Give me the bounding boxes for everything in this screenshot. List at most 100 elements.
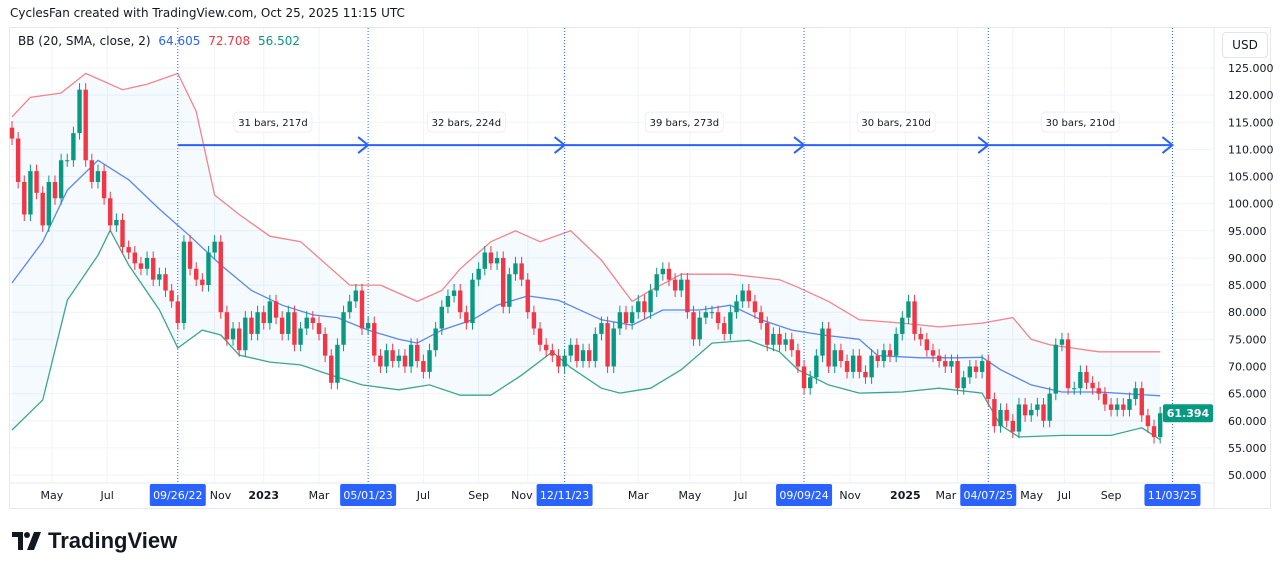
- price-tick-label: 85.000: [1228, 279, 1267, 292]
- time-tick-label: 2025: [890, 489, 921, 502]
- candle-down: [1145, 415, 1151, 427]
- brand-name: TradingView: [48, 528, 178, 553]
- price-tick-label: 90.000: [1228, 252, 1267, 265]
- price-tick-label: 110.000: [1228, 143, 1274, 156]
- bb-lower-value: 56.502: [258, 34, 301, 48]
- candle-down: [623, 312, 629, 324]
- candle-down: [801, 366, 807, 389]
- indicator-legend[interactable]: BB (20, SMA, close, 2) 64.605 72.708 56.…: [18, 34, 304, 48]
- price-tick-label: 75.000: [1228, 333, 1267, 346]
- time-tick-label: Jul: [100, 489, 114, 502]
- time-tick-label: Mar: [935, 489, 956, 502]
- candle-down: [722, 323, 727, 334]
- candle-up: [482, 252, 487, 269]
- time-tick-label: Sep: [1101, 489, 1122, 502]
- candle-up: [65, 160, 70, 162]
- candle-down: [22, 181, 27, 215]
- date-range-measures: 31 bars, 217d 32 bars, 224d 39 bars, 273d 3…: [177, 111, 1175, 154]
- candle-up: [507, 274, 512, 307]
- indicator-name: BB (20, SMA, close, 2): [18, 34, 151, 48]
- candle-up: [771, 333, 776, 345]
- date-marker-lines: [177, 28, 1173, 483]
- candle-up: [396, 355, 402, 362]
- candle-down: [986, 361, 991, 400]
- measure-label: 39 bars, 273d: [650, 118, 720, 129]
- measure-label-box: [426, 111, 506, 133]
- candle-down: [9, 127, 15, 139]
- date-marker-box: [1144, 484, 1201, 506]
- candle-up: [476, 268, 481, 280]
- candle-up: [869, 355, 874, 378]
- candle-down: [973, 366, 979, 372]
- candle-up: [157, 274, 162, 280]
- candle-up: [243, 317, 248, 351]
- candle-down: [918, 333, 923, 340]
- candle-down: [359, 290, 365, 329]
- currency-button[interactable]: USD: [1222, 32, 1268, 58]
- candle-up: [1016, 404, 1022, 432]
- candle-down: [605, 323, 610, 367]
- candle-down: [789, 339, 794, 351]
- candle-up: [1127, 399, 1132, 410]
- time-axis[interactable]: May Jul Nov 2023 Mar Jul Sep Nov Mar May Jul Nov 202…: [41, 484, 1201, 506]
- candle-up: [181, 241, 187, 324]
- candle-up: [783, 339, 788, 345]
- candle-up: [286, 312, 291, 334]
- candle-down: [1010, 420, 1016, 432]
- candle-down: [89, 160, 95, 182]
- candle-down: [586, 350, 592, 362]
- date-marker-label: 04/07/25: [964, 489, 1013, 502]
- candle-down: [1041, 404, 1046, 421]
- candle-up: [341, 312, 346, 345]
- candle-down: [666, 268, 672, 280]
- candle-up: [408, 344, 414, 367]
- date-marker-label: 09/09/24: [779, 489, 828, 502]
- candle-up: [562, 355, 567, 367]
- candle-down: [752, 301, 758, 313]
- candle-up: [900, 317, 905, 334]
- price-tick-label: 80.000: [1228, 306, 1267, 319]
- candle-down: [1084, 371, 1089, 383]
- candle-down: [875, 355, 880, 362]
- candle-up: [998, 409, 1003, 427]
- price-tick-label: 95.000: [1228, 225, 1267, 238]
- candle-up: [654, 274, 659, 291]
- candle-down: [672, 279, 678, 291]
- candle-down: [329, 355, 334, 383]
- candle-up: [1059, 339, 1065, 345]
- candle-down: [138, 263, 144, 269]
- candle-down: [924, 339, 930, 351]
- candle-down: [101, 171, 107, 199]
- candle-down: [525, 279, 530, 313]
- price-tick-label: 70.000: [1228, 360, 1267, 373]
- candle-down: [151, 257, 156, 280]
- candle-up: [95, 171, 101, 182]
- candle-down: [292, 312, 297, 345]
- candle-down: [464, 312, 469, 324]
- tradingview-logo[interactable]: TradingView: [12, 528, 177, 554]
- candle-up: [599, 323, 604, 334]
- candle-down: [537, 328, 543, 345]
- candle-down: [531, 312, 537, 329]
- candle-down: [316, 323, 322, 334]
- candle-down: [1151, 426, 1157, 438]
- candle-down: [691, 312, 696, 340]
- time-tick-label: Jul: [733, 489, 747, 502]
- candle-down: [519, 263, 524, 280]
- candle-up: [906, 301, 911, 318]
- candle-up: [212, 241, 217, 253]
- candle-down: [310, 317, 316, 324]
- candle-down: [108, 198, 113, 226]
- candle-down: [218, 241, 223, 313]
- price-axis[interactable]: 125.000 120.000 115.000 110.000 105.000 100.0…: [1163, 62, 1274, 482]
- candle-up: [267, 301, 273, 324]
- date-marker-label: 05/01/23: [343, 489, 392, 502]
- time-tick-label: May: [41, 489, 64, 502]
- candle-down: [249, 317, 254, 334]
- candle-up: [734, 301, 739, 313]
- candle-down: [930, 350, 936, 356]
- arrow-head-icon: [1161, 136, 1175, 154]
- candle-down: [765, 323, 770, 345]
- time-tick-label: Jul: [416, 489, 430, 502]
